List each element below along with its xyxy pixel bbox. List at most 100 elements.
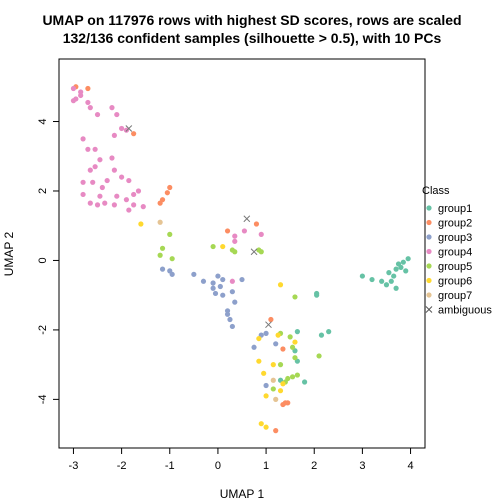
group5-point bbox=[287, 334, 293, 340]
group1-point bbox=[383, 282, 390, 288]
group4-point bbox=[126, 207, 132, 213]
legend-marker-group5 bbox=[426, 263, 432, 269]
group1-point bbox=[391, 273, 397, 279]
group2-point bbox=[273, 428, 279, 434]
group1-point bbox=[386, 270, 392, 276]
group5-point bbox=[232, 249, 238, 255]
group4-point bbox=[232, 238, 238, 244]
group3-point bbox=[227, 316, 233, 323]
legend-marker-ambiguous bbox=[425, 306, 433, 313]
group6-point bbox=[280, 381, 286, 387]
group6-point bbox=[261, 370, 267, 376]
legend-label-group2: group2 bbox=[438, 218, 472, 230]
group4-point bbox=[109, 155, 115, 161]
group4-point bbox=[229, 278, 235, 284]
group3-point bbox=[220, 276, 226, 283]
x-tick-label: -1 bbox=[165, 460, 175, 472]
legend-marker-group4 bbox=[426, 248, 432, 255]
group4-point bbox=[80, 136, 86, 142]
group4-point bbox=[70, 85, 77, 92]
group6-point bbox=[256, 335, 262, 342]
legend: Class group1 group2 group3 group4 group5 grou… bbox=[422, 185, 492, 317]
group3-point bbox=[191, 271, 197, 277]
group4-point bbox=[114, 193, 120, 199]
group5-point bbox=[292, 355, 298, 361]
group6-point bbox=[275, 332, 281, 338]
group5-point bbox=[258, 249, 264, 255]
group4-point bbox=[80, 179, 86, 185]
group4-point bbox=[87, 200, 93, 206]
x-tick-label: 1 bbox=[263, 460, 269, 472]
group4-point bbox=[70, 98, 77, 104]
group6-point bbox=[270, 362, 276, 368]
group2-point bbox=[268, 316, 274, 323]
x-tick-label: 3 bbox=[359, 460, 365, 472]
group4-point bbox=[111, 167, 117, 173]
group5-point bbox=[210, 243, 216, 250]
y-tick-label: 0 bbox=[37, 257, 49, 263]
group1-point bbox=[359, 273, 365, 279]
group7-point bbox=[273, 396, 279, 402]
group4-point bbox=[87, 167, 93, 173]
group4-point bbox=[126, 177, 132, 184]
group6-point bbox=[277, 388, 284, 394]
group2-point bbox=[253, 221, 260, 227]
legend-marker-group3 bbox=[426, 234, 432, 240]
group1-point bbox=[318, 332, 325, 338]
group4-point bbox=[104, 177, 110, 184]
group2-point bbox=[280, 346, 286, 352]
group3-point bbox=[159, 266, 166, 272]
group3-point bbox=[210, 280, 216, 286]
group4-point bbox=[80, 191, 86, 198]
group4-point bbox=[85, 99, 91, 106]
chart-title-line1: UMAP on 117976 rows with highest SD scor… bbox=[42, 12, 461, 28]
group4-point bbox=[92, 164, 98, 170]
group1-point bbox=[398, 264, 404, 270]
group4-point bbox=[131, 202, 137, 208]
group6-point bbox=[292, 339, 298, 345]
group3-point bbox=[217, 283, 223, 290]
ambiguous-point bbox=[265, 321, 272, 329]
y-axis-label: UMAP 2 bbox=[2, 231, 16, 276]
group5-point bbox=[169, 256, 175, 262]
x-tick-label: 0 bbox=[215, 460, 221, 472]
legend-label-group5: group5 bbox=[438, 261, 472, 273]
group5-point bbox=[292, 294, 298, 300]
legend-label-group1: group1 bbox=[438, 203, 472, 215]
group5-point bbox=[167, 231, 173, 237]
group7-point bbox=[270, 377, 276, 383]
group3-point bbox=[239, 276, 245, 283]
group4-point bbox=[119, 174, 125, 180]
group1-point bbox=[403, 268, 409, 274]
group5-point bbox=[277, 362, 284, 368]
x-tick-label: 4 bbox=[407, 460, 413, 472]
legend-title: Class bbox=[422, 185, 450, 197]
group4-point bbox=[114, 111, 120, 118]
y-tick-label: -4 bbox=[37, 394, 49, 404]
group2-point bbox=[164, 190, 170, 196]
group4-point bbox=[94, 202, 101, 208]
group4-point bbox=[94, 111, 101, 118]
legend-marker-group7 bbox=[426, 292, 432, 298]
group6-point bbox=[263, 424, 269, 430]
group1-point bbox=[393, 285, 399, 291]
group4-point bbox=[109, 105, 115, 111]
group1-point bbox=[369, 276, 375, 283]
group4-point bbox=[232, 233, 238, 239]
x-axis-label: UMAP 1 bbox=[220, 487, 265, 501]
group2-point bbox=[157, 200, 163, 206]
group3-point bbox=[251, 344, 257, 350]
x-tick-label: 2 bbox=[311, 460, 317, 472]
group4-point bbox=[123, 197, 130, 203]
group5-point bbox=[159, 245, 166, 251]
group6-point bbox=[263, 393, 269, 399]
group3-point bbox=[215, 273, 221, 279]
group3-point bbox=[210, 285, 216, 291]
group4-point bbox=[258, 231, 264, 237]
group6-point bbox=[277, 282, 284, 288]
group4-point bbox=[135, 188, 142, 194]
group3-point bbox=[200, 278, 207, 284]
legend-label-group7: group7 bbox=[438, 290, 472, 302]
ambiguous-point bbox=[125, 125, 133, 132]
group3-point bbox=[169, 271, 175, 277]
